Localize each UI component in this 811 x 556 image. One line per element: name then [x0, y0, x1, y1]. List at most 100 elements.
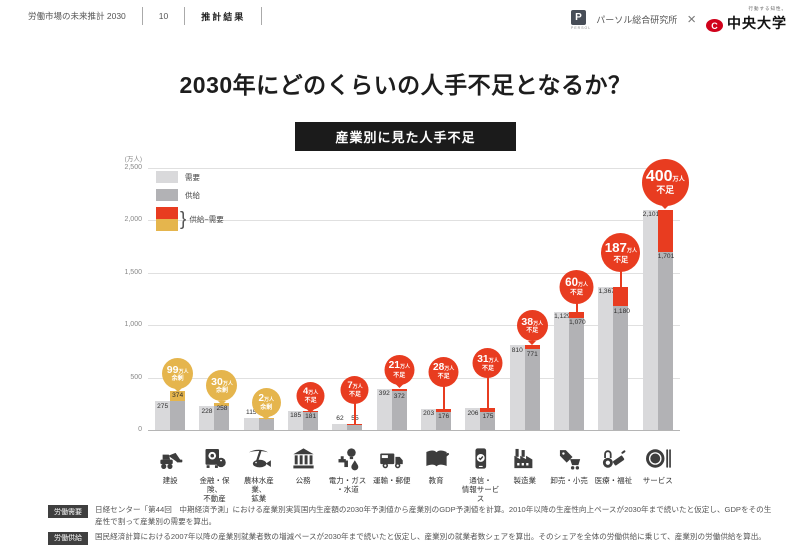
- supply-bar: 176: [436, 408, 452, 430]
- demand-value-label: 203: [423, 410, 435, 418]
- chart-plot-area: (万人) 2,500 2,000 1,500 1,000 500 0 需要 供給 } 供給…: [124, 156, 680, 433]
- badge-tail: [262, 416, 271, 421]
- demand-bar: 206: [465, 408, 481, 430]
- bar-cell: 400万人 不足 2,101 1,701: [636, 158, 689, 430]
- gap-cap: [657, 209, 673, 252]
- gap-badge: 4万人 不足: [296, 381, 325, 414]
- supply-bar: 771: [524, 345, 540, 430]
- bar-group: 30万人 余剰 228 258 金融・保険、 不動産: [192, 168, 238, 503]
- footnote-demand: 労働需要 日経センター「第44回 中期経済予測」における産業別実質国内生産額の2…: [48, 504, 778, 528]
- gap-badge: 99万人 余剰: [162, 357, 194, 393]
- y-axis-tick: 2,000: [124, 216, 142, 224]
- supply-value-label: 771: [526, 350, 538, 358]
- gap-status: 不足: [613, 254, 629, 264]
- badge-tail: [395, 384, 404, 389]
- bar-group: 28万人 不足 203 176 教育: [414, 168, 459, 503]
- category-label: 農林水産業、 鉱業: [243, 476, 274, 503]
- category-label: 製造業: [513, 476, 537, 485]
- supply-value-label: 181: [305, 413, 317, 421]
- bar-group: 7万人 不足 62 55 電力・ガス ・水道: [325, 168, 369, 503]
- gap-value: 60: [565, 276, 579, 290]
- excavator-icon: [148, 443, 192, 473]
- gap-badge: 7万人 不足: [340, 375, 369, 404]
- supply-value-label: 1,180: [613, 307, 630, 315]
- badge-tail: [217, 400, 226, 405]
- gap-unit: 万人: [488, 357, 499, 364]
- pickaxe-fish-icon: [237, 443, 281, 473]
- gap-value: 2: [258, 392, 265, 404]
- footnote-supply: 労働供給 国民経済計算における2007年以降の産業別就業者数の増減ペースが203…: [48, 531, 778, 545]
- persol-logo-subtext: PERSOL: [571, 25, 592, 30]
- demand-bar: 2,101: [642, 209, 659, 430]
- demand-value-label: 392: [378, 390, 390, 398]
- chuo-logo-text: 中央大学: [727, 15, 787, 31]
- badge-connector-line: [442, 382, 445, 410]
- y-axis-unit: (万人): [124, 156, 142, 163]
- gap-cap: [613, 286, 629, 307]
- chart-title-badge: 産業別に見た人手不足: [295, 122, 516, 151]
- gap-value: 38: [521, 315, 534, 328]
- bar-cell: 2万人 余剰 115 117: [237, 168, 281, 430]
- header-divider: [184, 7, 186, 25]
- bar-cell: 38万人 不足 810 771: [503, 168, 548, 430]
- demand-bar: 185: [288, 410, 304, 430]
- medical-icon: [591, 443, 635, 473]
- bar-cell: 21万人 不足 392 372: [370, 168, 415, 430]
- supply-value-label: 374: [172, 392, 184, 400]
- bar-cell: 30万人 余剰 228 258: [192, 168, 238, 430]
- book-icon: [414, 443, 458, 473]
- category-label: 金融・保険、 不動産: [199, 476, 230, 503]
- category-label: 医療・福祉: [594, 476, 633, 485]
- gap-value: 400: [645, 168, 673, 186]
- header-left: 労働市場の未来推計 2030 10 推計結果: [28, 7, 278, 25]
- demand-bar: 203: [421, 408, 437, 430]
- chuo-emblem-icon: C: [706, 19, 723, 32]
- supply-swatch-icon: [156, 189, 178, 201]
- persol-logo-text: パーソル総合研究所: [596, 15, 678, 25]
- gap-value: 31: [477, 353, 489, 365]
- gap-badge: 28万人 不足: [428, 356, 459, 387]
- demand-bar: 392: [376, 388, 392, 430]
- category-label: 卸売・小売: [550, 476, 588, 485]
- gridline: [148, 168, 680, 169]
- gap-status: 不足: [304, 397, 317, 404]
- gap-status: 余剰: [171, 376, 184, 383]
- gap-badge: 2万人 余剰: [251, 387, 281, 421]
- bar-group: 31万人 不足 206 175 通信・ 情報サービス: [458, 168, 503, 503]
- footnote-badge-supply: 労働供給: [48, 531, 88, 545]
- badge-connector-line: [353, 399, 356, 425]
- gap-status: 不足: [481, 366, 494, 372]
- bar-group: 21万人 不足 392 372 運輸・郵便: [370, 168, 415, 503]
- demand-bar: 810: [509, 345, 525, 430]
- gap-status: 不足: [656, 185, 675, 196]
- gap-cap: [391, 388, 407, 391]
- legend-item-gap: } 供給−需要: [156, 207, 224, 231]
- bar-groups: 99万人 余剰 275 374 建設 30万人 余剰: [148, 158, 689, 503]
- bar-group: 38万人 不足 810 771 製造業: [503, 168, 548, 503]
- category-label: 運輸・郵便: [373, 476, 411, 485]
- header-logos: P PERSOL パーソル総合研究所 × 行動する知性。 C 中央大学: [571, 6, 787, 33]
- category-label: 通信・ 情報サービス: [461, 476, 500, 503]
- footnote-text-demand: 日経センター「第44回 中期経済予測」における産業別実質国内生産額の2030年予…: [95, 505, 772, 526]
- badge-tail: [661, 205, 670, 210]
- gap-cap: [436, 408, 452, 412]
- bar-cell: 28万人 不足 203 176: [414, 168, 459, 430]
- gap-unit: 万人: [672, 176, 685, 184]
- gap-value: 28: [432, 362, 445, 374]
- category-label: 電力・ガス ・水道: [328, 476, 367, 494]
- gap-cap: [569, 311, 585, 318]
- supply-value-label: 1,070: [569, 319, 586, 327]
- legend-item-supply: 供給: [156, 189, 224, 201]
- gap-status: 不足: [348, 391, 361, 398]
- gap-status: 不足: [570, 288, 584, 296]
- supply-bar: 1,701: [657, 209, 674, 430]
- supply-value-label: 175: [482, 413, 494, 421]
- legend-brace: }: [180, 208, 187, 230]
- demand-value-label: 1,129: [554, 313, 571, 321]
- persol-logo-icon: P: [571, 9, 587, 25]
- gap-unit: 万人: [533, 320, 544, 327]
- gap-unit: 万人: [352, 384, 363, 391]
- bar-group: 99万人 余剰 275 374 建設: [148, 168, 194, 503]
- bar-cell: 60万人 不足 1,129 1,070: [547, 168, 594, 430]
- bar-cell: 4万人 不足 185 181: [281, 168, 325, 430]
